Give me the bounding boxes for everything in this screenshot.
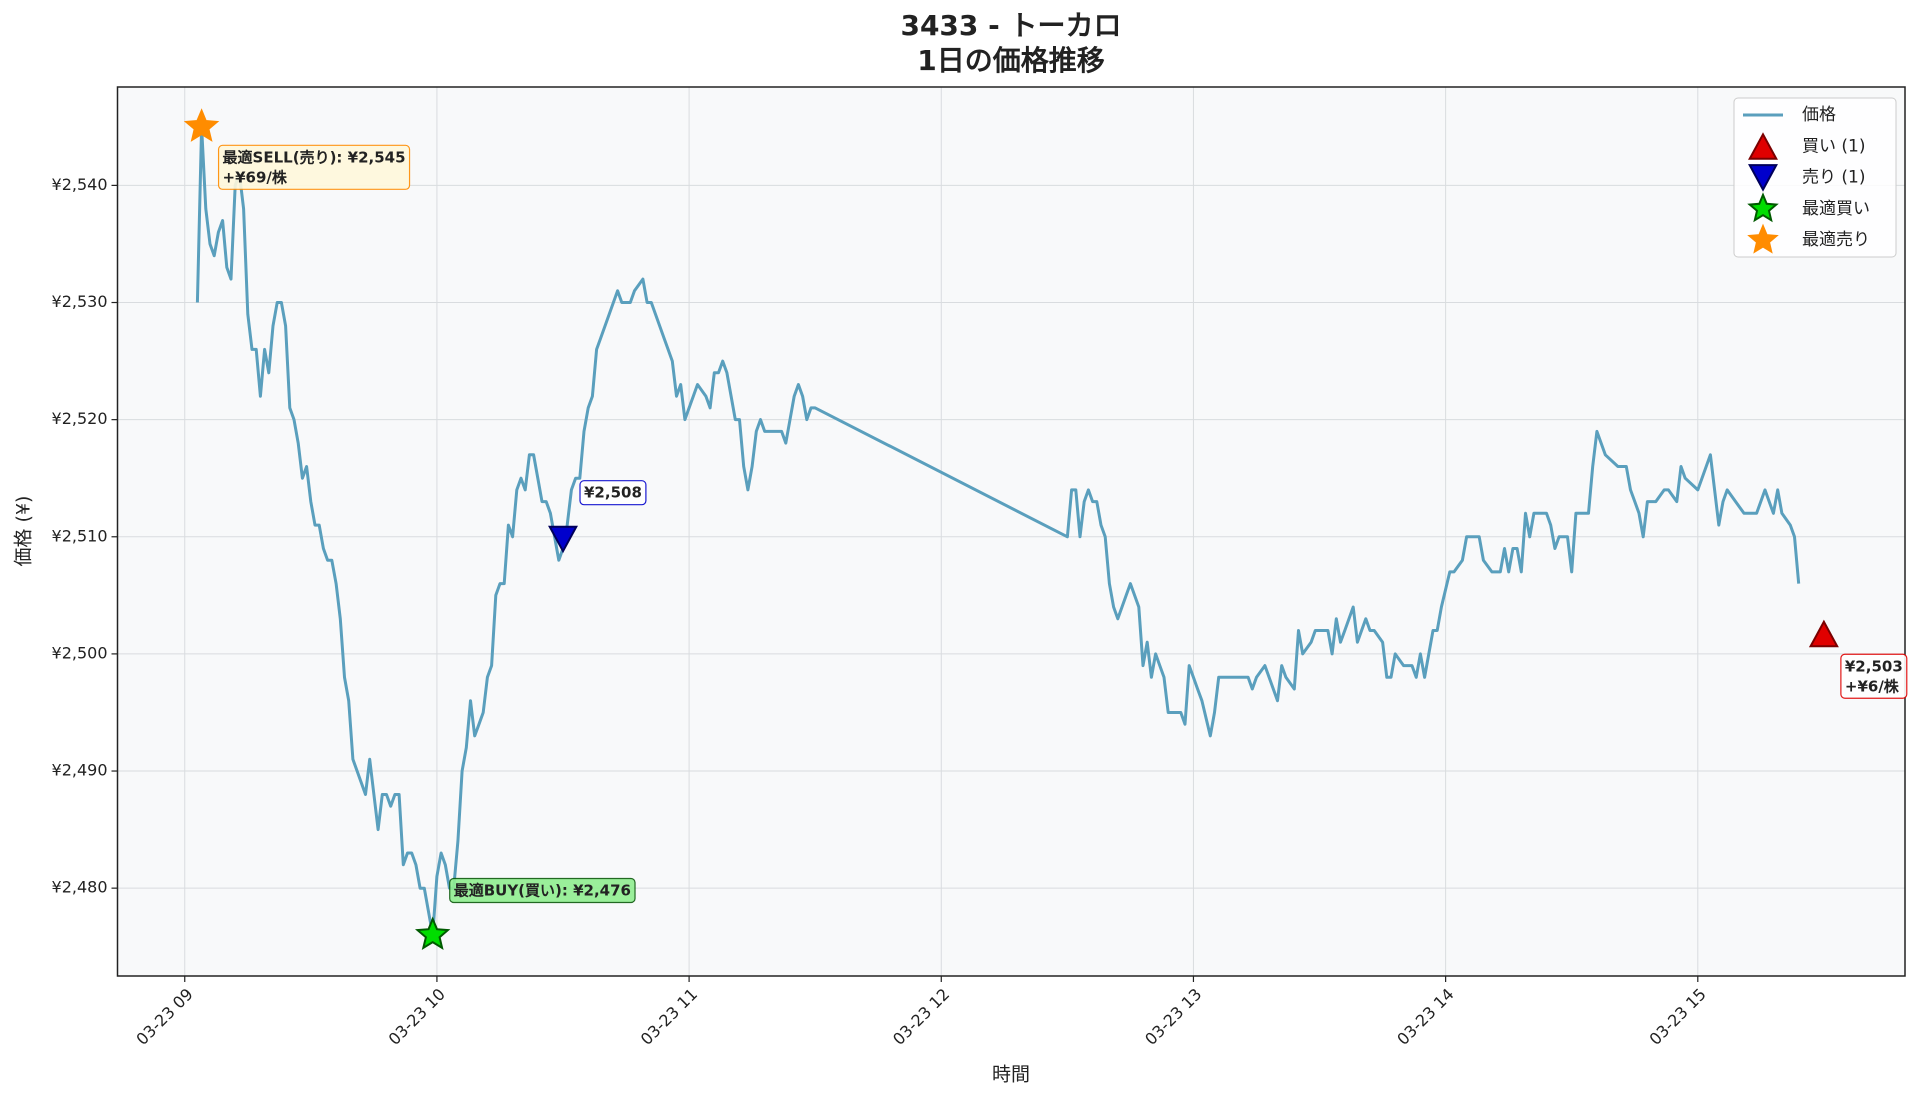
annotation-label: ¥2,508	[584, 484, 642, 502]
grid	[117, 87, 1905, 976]
chart-subtitle: 1日の価格推移	[917, 44, 1104, 77]
annotation: ¥2,503 +¥6/株	[1840, 653, 1908, 699]
price-line	[195, 125, 1801, 937]
star-marker	[415, 916, 451, 951]
annotation-label: ¥2,503	[1845, 657, 1903, 675]
legend-label: 価格	[1802, 105, 1836, 125]
star-marker	[183, 108, 220, 142]
legend-box	[1733, 97, 1897, 258]
annotation: ¥2,508	[579, 480, 647, 506]
legend-label: 売り (1)	[1802, 168, 1865, 188]
legend-symbol	[1747, 192, 1779, 223]
annotation-box	[579, 480, 647, 506]
legend-label: 最適買い	[1802, 199, 1870, 219]
y-tick-label: ¥2,530	[52, 292, 108, 311]
marks	[183, 108, 1839, 951]
annotation-sublabel: +¥69/株	[223, 168, 288, 186]
plot-frame	[116, 86, 1906, 977]
legend-symbol	[1748, 164, 1778, 192]
annotation-label: 最適SELL(売り): ¥2,545	[223, 148, 406, 166]
chart-title: 3433 - トーカロ	[900, 9, 1121, 42]
sell-marker	[548, 525, 578, 554]
buy-marker	[1808, 619, 1839, 648]
annotation-label: 最適BUY(買い): ¥2,476	[454, 882, 631, 900]
y-tick-label: ¥2,540	[52, 175, 108, 194]
annotation: 最適BUY(買い): ¥2,476	[449, 877, 636, 904]
legend-label: 最適売り	[1802, 230, 1870, 250]
annotation: 最適SELL(売り): ¥2,545 +¥69/株	[217, 144, 411, 190]
x-axis-label: 時間	[992, 1064, 1030, 1086]
y-tick-label: ¥2,500	[52, 643, 108, 662]
annotation-box	[449, 877, 636, 904]
legend-label: 買い (1)	[1802, 136, 1865, 156]
annotation-box	[217, 144, 411, 190]
plot-area	[117, 87, 1905, 976]
legend-symbol	[1748, 132, 1778, 160]
y-tick-label: ¥2,480	[52, 878, 108, 897]
y-tick-label: ¥2,510	[52, 526, 108, 545]
annotation-sublabel: +¥6/株	[1845, 677, 1900, 695]
annotation-box	[1840, 653, 1908, 699]
legend-symbol	[1747, 223, 1779, 254]
y-tick-label: ¥2,520	[52, 409, 108, 428]
y-tick-label: ¥2,490	[52, 761, 108, 780]
y-axis-label: 価格 (¥)	[13, 496, 35, 567]
